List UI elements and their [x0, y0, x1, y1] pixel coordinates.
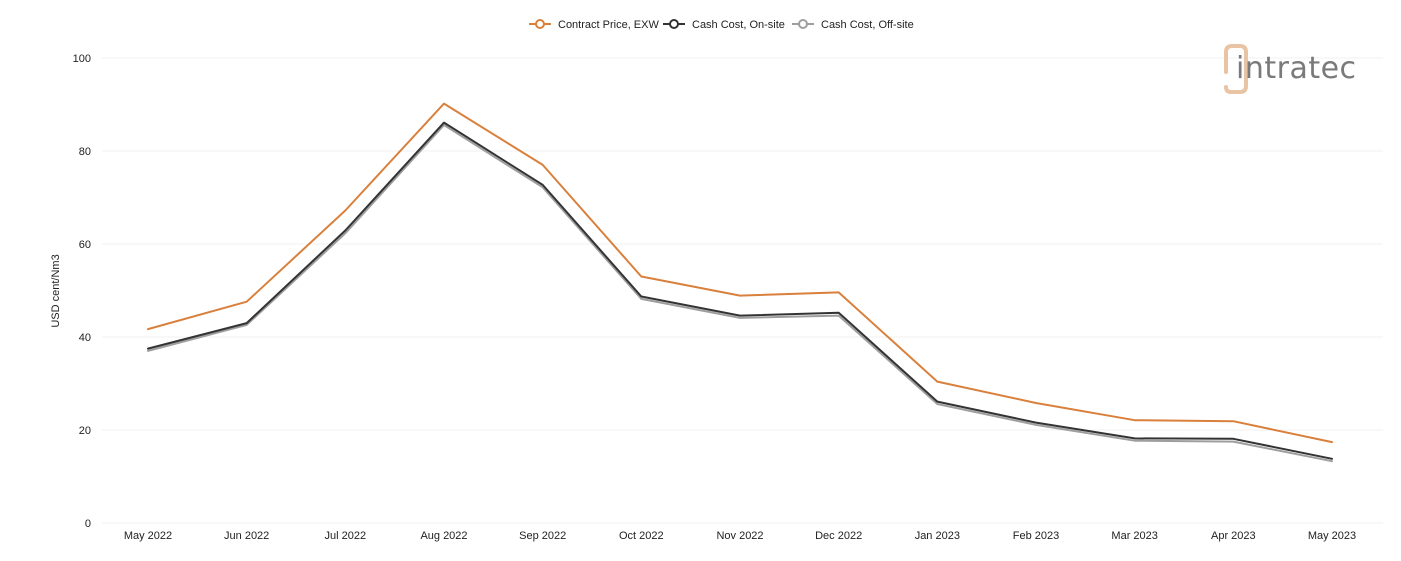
- y-tick-label: 100: [73, 53, 91, 65]
- legend-item-3[interactable]: Cash Cost, Off-site: [792, 19, 914, 31]
- y-tick-label: 60: [79, 239, 91, 251]
- series-line-2: [147, 121, 1333, 460]
- y-axis-ticks: 0 20 40 60 80 100: [73, 53, 91, 530]
- x-tick-label: Nov 2022: [716, 530, 763, 542]
- y-axis-label: USD cent/Nm3: [50, 254, 62, 327]
- logo-text: intratec: [1236, 51, 1357, 86]
- legend-marker: [798, 19, 808, 29]
- series-line-1: [147, 102, 1333, 444]
- intratec-logo: intratec: [1224, 44, 1357, 94]
- x-tick-label: Apr 2023: [1211, 530, 1256, 542]
- y-tick-label: 40: [79, 332, 91, 344]
- x-tick-label: Jun 2022: [224, 530, 269, 542]
- legend-item-2[interactable]: Cash Cost, On-site: [663, 19, 785, 31]
- grid-lines: [102, 57, 1383, 524]
- legend-label: Contract Price, EXW: [558, 19, 659, 31]
- x-tick-label: Jul 2022: [325, 530, 367, 542]
- legend-item-1[interactable]: Contract Price, EXW: [529, 19, 659, 31]
- y-tick-label: 80: [79, 146, 91, 158]
- x-tick-label: Jan 2023: [915, 530, 960, 542]
- logo-mark: [1224, 44, 1248, 94]
- y-tick-label: 20: [79, 425, 91, 437]
- x-tick-label: May 2022: [124, 530, 172, 542]
- series-line-3: [147, 124, 1333, 463]
- x-tick-label: May 2023: [1308, 530, 1356, 542]
- x-tick-label: Dec 2022: [815, 530, 862, 542]
- legend-label: Cash Cost, On-site: [692, 19, 785, 31]
- legend-marker: [669, 19, 679, 29]
- x-tick-label: Oct 2022: [619, 530, 664, 542]
- legend-label: Cash Cost, Off-site: [821, 19, 914, 31]
- legend[interactable]: Contract Price, EXW Cash Cost, On-site Cas…: [529, 19, 914, 31]
- legend-marker: [535, 19, 545, 29]
- x-tick-label: Feb 2023: [1013, 530, 1059, 542]
- y-tick-label: 0: [85, 518, 91, 530]
- x-axis-ticks: May 2022 Jun 2022 Jul 2022 Aug 2022 Sep 2022…: [124, 530, 1356, 542]
- x-tick-label: Aug 2022: [420, 530, 467, 542]
- series-lines: [147, 102, 1333, 463]
- x-tick-label: Mar 2023: [1111, 530, 1157, 542]
- x-tick-label: Sep 2022: [519, 530, 566, 542]
